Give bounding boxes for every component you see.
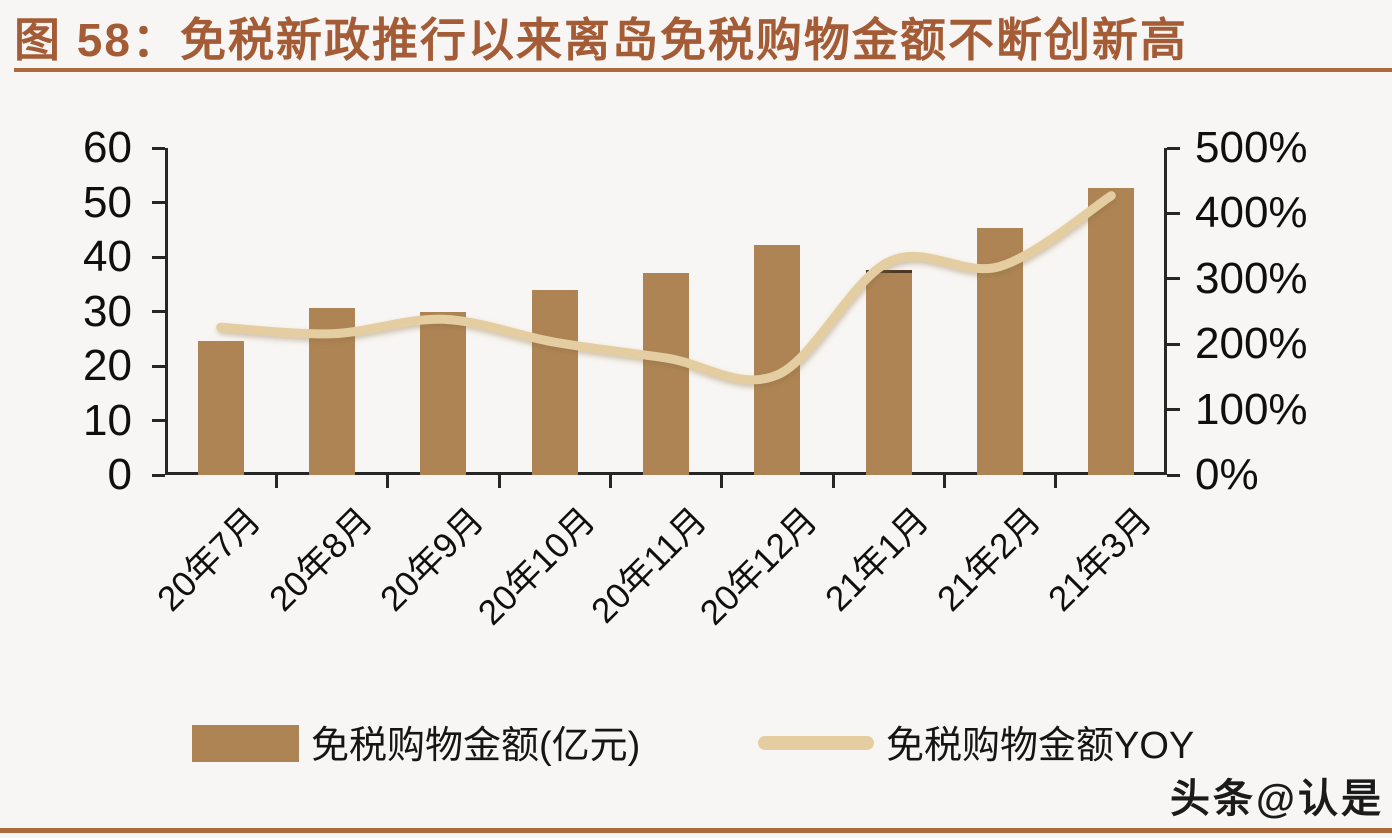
x-axis-tick-3 — [497, 475, 501, 488]
x-axis-tick-2 — [386, 475, 390, 488]
bar-20年10月 — [531, 290, 578, 475]
x-axis-label-20年12月: 20年12月 — [693, 500, 826, 633]
right-axis-label-300%: 300% — [1195, 253, 1308, 303]
right-axis-tick-200% — [1167, 342, 1180, 346]
legend-bar-swatch — [192, 725, 299, 762]
left-axis-tick-40 — [152, 255, 165, 259]
right-axis-label-0%: 0% — [1195, 450, 1259, 499]
x-axis-label-20年7月: 20年7月 — [150, 500, 269, 619]
legend-line-swatch — [758, 736, 874, 750]
left-axis-label-10: 10 — [83, 395, 132, 445]
legend-line-label: 免税购物金额YOY — [886, 725, 1195, 767]
watermark: 头条@认是 — [1169, 777, 1384, 821]
right-axis-label-100%: 100% — [1195, 384, 1308, 434]
x-axis-tick-6 — [831, 475, 835, 488]
left-axis-tick-20 — [152, 364, 165, 368]
bottom-divider — [0, 828, 1392, 833]
left-axis-label-30: 30 — [83, 286, 132, 336]
bar-20年9月 — [420, 311, 467, 475]
left-axis-tick-30 — [152, 310, 165, 313]
right-axis-label-500%: 500% — [1195, 123, 1308, 172]
left-axis-label-0: 0 — [107, 450, 132, 499]
right-axis-tick-500% — [1167, 146, 1180, 150]
x-axis-tick-1 — [274, 475, 278, 488]
left-axis-label-60: 60 — [83, 123, 132, 172]
right-axis-tick-100% — [1167, 408, 1180, 412]
x-axis-label-20年10月: 20年10月 — [470, 500, 603, 633]
left-axis-tick-10 — [152, 419, 165, 422]
left-axis-tick-60 — [152, 146, 165, 150]
x-axis-tick-5 — [720, 475, 724, 488]
bar-21年3月 — [1088, 188, 1135, 475]
right-axis-tick-300% — [1167, 277, 1180, 281]
bar-20年7月 — [197, 340, 244, 475]
title-divider — [14, 68, 1392, 72]
left-axis-tick-0 — [152, 473, 165, 477]
left-axis-tick-50 — [152, 201, 165, 204]
figure-title: 图 58：免税新政推行以来离岛免税购物金额不断创新高 — [14, 14, 1188, 66]
yoy-line-series — [216, 191, 1116, 385]
legend-bar-label: 免税购物金额(亿元) — [311, 725, 641, 767]
left-axis-label-50: 50 — [83, 177, 132, 227]
x-axis-tick-7 — [942, 475, 946, 488]
bar-21年1月 — [865, 270, 912, 475]
right-axis-label-400%: 400% — [1195, 188, 1308, 238]
bar-20年11月 — [643, 273, 689, 476]
x-axis-label-21年3月: 21年3月 — [1040, 500, 1160, 619]
yoy-line-path — [216, 191, 1116, 385]
x-axis-label-21年1月: 21年1月 — [818, 500, 937, 619]
right-axis-label-200%: 200% — [1195, 319, 1308, 369]
x-axis-tick-8 — [1054, 475, 1058, 488]
right-axis-tick-400% — [1167, 211, 1180, 215]
left-axis-label-40: 40 — [83, 232, 132, 281]
left-axis-label-20: 20 — [83, 341, 132, 390]
right-axis-tick-0% — [1167, 473, 1180, 477]
x-axis-tick-4 — [608, 475, 612, 488]
x-axis-label-20年8月: 20年8月 — [261, 500, 380, 619]
x-axis-label-21年2月: 21年2月 — [929, 500, 1048, 619]
x-axis-label-20年11月: 20年11月 — [583, 500, 714, 631]
